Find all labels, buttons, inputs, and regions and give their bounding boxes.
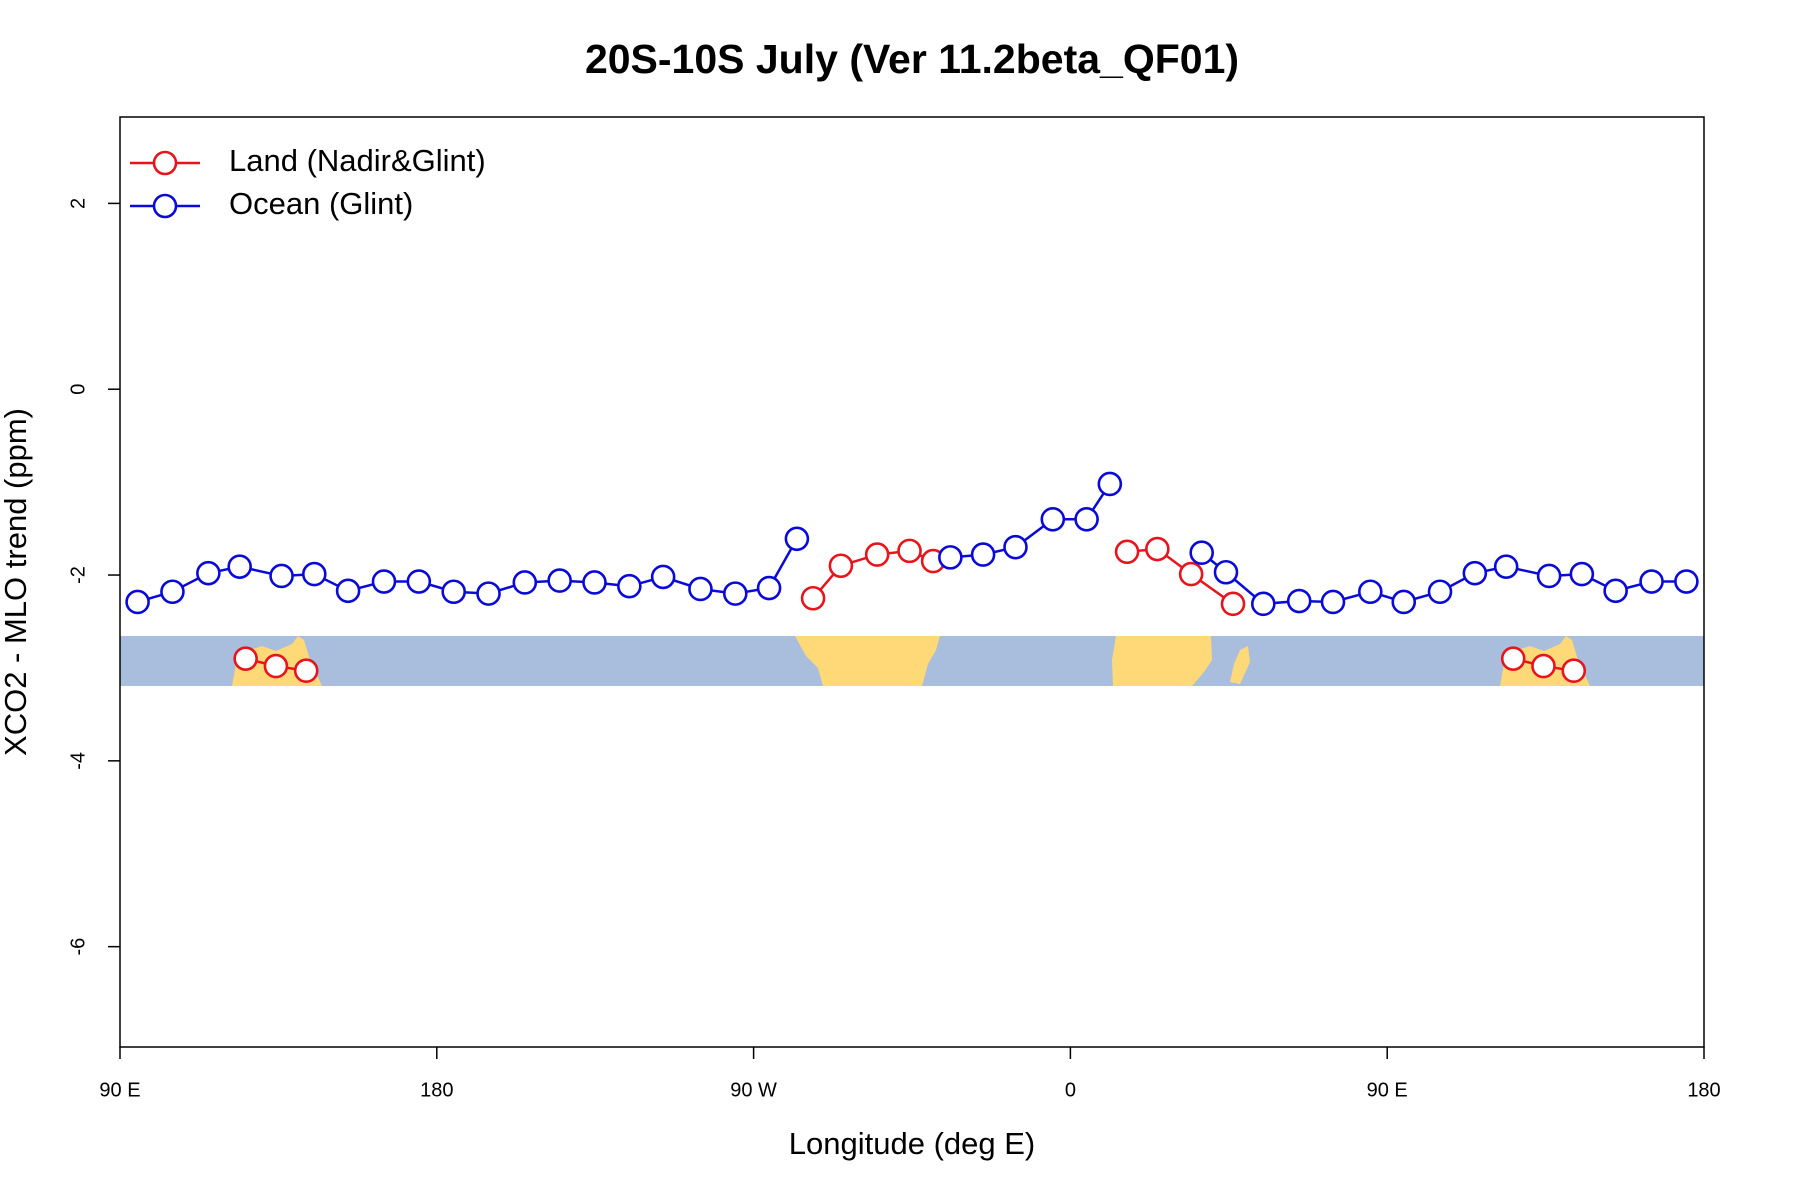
- y-tick-label: -4: [67, 752, 89, 770]
- data-point: [227, 554, 252, 579]
- land-shape: [1230, 646, 1250, 684]
- data-point: [722, 581, 748, 606]
- y-tick-label: -2: [67, 566, 89, 584]
- data-point: [1320, 589, 1346, 615]
- data-point: [864, 542, 890, 567]
- y-tick-label: 2: [67, 198, 89, 209]
- data-point: [800, 585, 826, 611]
- data-point: [269, 563, 294, 589]
- data-point: [1674, 569, 1699, 594]
- data-point: [263, 653, 289, 679]
- data-point: [160, 579, 185, 605]
- data-point: [1114, 539, 1140, 565]
- data-point: [617, 573, 642, 599]
- data-point: [938, 545, 963, 570]
- x-tick-label: 0: [1065, 1079, 1076, 1101]
- x-tick-label: 90 W: [730, 1079, 777, 1101]
- legend-marker: [152, 150, 178, 176]
- data-point: [1220, 591, 1246, 617]
- data-point: [125, 589, 150, 615]
- data-point: [1178, 561, 1204, 587]
- plot-frame: [119, 116, 1705, 1048]
- data-point: [293, 658, 319, 684]
- data-point: [1003, 534, 1028, 560]
- data-point: [1462, 560, 1488, 586]
- data-point: [1603, 578, 1628, 604]
- data-point: [828, 553, 854, 579]
- data-point: [582, 570, 607, 595]
- y-tick-label: -6: [67, 938, 89, 956]
- data-point: [371, 569, 397, 594]
- data-point: [233, 646, 258, 671]
- data-point: [196, 560, 221, 586]
- data-point: [476, 581, 501, 606]
- data-point: [441, 579, 466, 605]
- data-point: [1097, 471, 1123, 497]
- data-point: [1250, 591, 1276, 617]
- data-point: [547, 568, 572, 593]
- data-point: [1145, 536, 1170, 562]
- x-axis-title: Longitude (deg E): [789, 1126, 1035, 1161]
- data-point: [1286, 588, 1312, 614]
- data-point: [1639, 569, 1664, 594]
- data-point: [1213, 559, 1239, 585]
- data-point: [650, 564, 676, 590]
- data-point: [897, 538, 922, 564]
- data-point: [512, 570, 538, 595]
- data-point: [784, 526, 810, 552]
- land-shape: [795, 636, 940, 686]
- data-point: [1391, 589, 1417, 615]
- y-tick-label: 0: [67, 384, 89, 395]
- data-point: [1493, 554, 1519, 579]
- data-point: [756, 575, 782, 601]
- data-point: [1074, 506, 1099, 532]
- chart-title: 20S-10S July (Ver 11.2beta_QF01): [585, 36, 1239, 82]
- data-point: [1040, 506, 1066, 532]
- x-tick-label: 180: [1687, 1079, 1720, 1101]
- land-shape: [1112, 636, 1212, 686]
- data-point: [1536, 563, 1562, 589]
- data-point: [335, 578, 361, 604]
- x-tick-label: 180: [420, 1079, 453, 1101]
- legend-label: Ocean (Glint): [229, 186, 413, 221]
- data-point: [1569, 561, 1595, 587]
- data-point: [1427, 579, 1453, 605]
- data-point: [406, 569, 432, 594]
- data-point: [1189, 540, 1214, 566]
- x-tick-label: 90 E: [99, 1079, 140, 1101]
- legend-label: Land (Nadir&Glint): [229, 143, 486, 178]
- data-point: [688, 576, 713, 602]
- data-point: [1500, 646, 1526, 671]
- data-point: [302, 561, 327, 587]
- x-tick-label: 90 E: [1367, 1079, 1408, 1101]
- map-strip: [120, 636, 1704, 686]
- data-point: [1531, 653, 1556, 679]
- data-point: [1561, 658, 1587, 684]
- legend-marker: [152, 193, 178, 219]
- data-point: [970, 542, 996, 567]
- y-axis-title: XCO2 - MLO trend (ppm): [0, 408, 33, 756]
- data-point: [1358, 579, 1383, 605]
